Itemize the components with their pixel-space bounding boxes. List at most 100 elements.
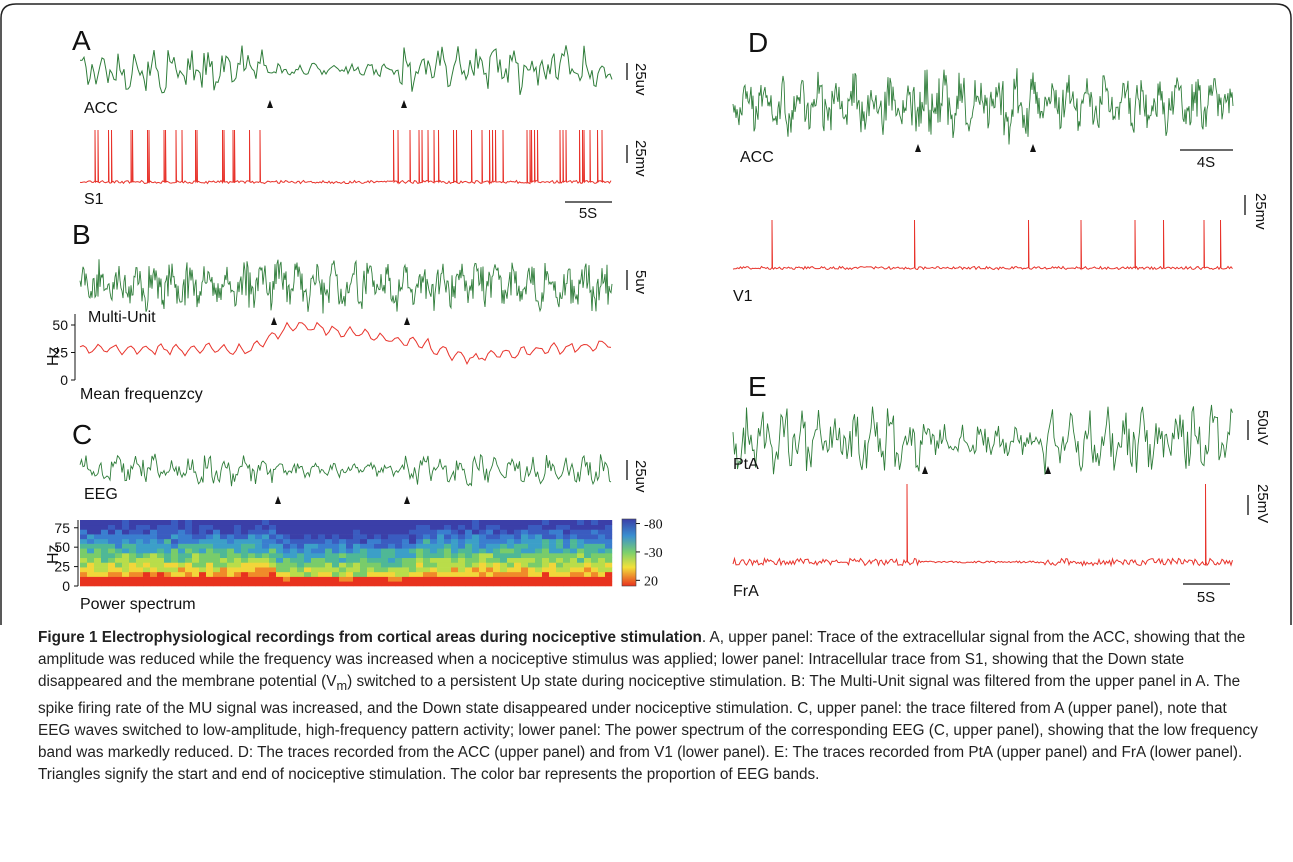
- spectrogram-cell: [444, 557, 452, 563]
- spectrogram-cell: [283, 548, 291, 554]
- spectrogram-cell: [493, 529, 501, 535]
- spectrogram-cell: [465, 562, 473, 568]
- spectrogram-cell: [388, 576, 396, 582]
- spectrogram-cell: [521, 548, 529, 554]
- spectrogram-cell: [556, 557, 564, 563]
- trace-label: EEG: [84, 486, 118, 503]
- spectrogram-cell: [395, 567, 403, 573]
- spectrogram-cell: [304, 581, 312, 587]
- spectrogram-cell: [332, 524, 340, 530]
- spectrogram-cell: [143, 520, 151, 526]
- spectrogram-cell: [115, 529, 123, 535]
- spectrogram-cell: [514, 557, 522, 563]
- spectrogram-cell: [192, 538, 200, 544]
- spectrogram-cell: [542, 567, 550, 573]
- spectrogram-cell: [381, 571, 389, 577]
- spectrogram-cell: [248, 571, 256, 577]
- spectrogram-cell: [108, 534, 116, 540]
- spectrogram-cell: [227, 548, 235, 554]
- spectrogram-cell: [87, 571, 95, 577]
- spectrogram-cell: [283, 543, 291, 549]
- spectrogram-cell: [290, 581, 298, 587]
- spectrogram-cell: [227, 553, 235, 559]
- spectrogram-cell: [192, 562, 200, 568]
- spectrogram-cell: [472, 529, 480, 535]
- spectrogram-cell: [150, 520, 158, 526]
- spectrogram-cell: [563, 548, 571, 554]
- spectrogram-cell: [486, 576, 494, 582]
- spectrogram-cell: [430, 553, 438, 559]
- spectrogram-cell: [507, 571, 515, 577]
- spectrogram-cell: [374, 581, 382, 587]
- trace: [732, 483, 1233, 568]
- spectrogram-cell: [234, 538, 242, 544]
- spectrogram-cell: [535, 538, 543, 544]
- spectrogram-cell: [458, 562, 466, 568]
- spectrogram-cell: [143, 567, 151, 573]
- spectrogram-cell: [472, 557, 480, 563]
- spectrogram-cell: [549, 538, 557, 544]
- spectrogram-cell: [255, 548, 263, 554]
- spectrogram-cell: [185, 557, 193, 563]
- spectrogram-cell: [157, 520, 165, 526]
- spectrogram-cell: [115, 524, 123, 530]
- caption-text: . A, upper panel: Trace of the extracell…: [38, 629, 1246, 691]
- spectrogram-cell: [472, 543, 480, 549]
- spectrogram-cell: [521, 520, 529, 526]
- spectrogram-cell: [262, 557, 270, 563]
- spectrogram-cell: [206, 529, 214, 535]
- spectrogram-cell: [122, 529, 130, 535]
- spectrogram-cell: [276, 567, 284, 573]
- spectrogram-cell: [101, 520, 109, 526]
- spectrogram-cell: [570, 553, 578, 559]
- spectrogram-cell: [472, 571, 480, 577]
- spectrogram-cell: [409, 529, 417, 535]
- spectrogram-cell: [129, 576, 137, 582]
- spectrogram-cell: [213, 581, 221, 587]
- spectrogram-cell: [248, 576, 256, 582]
- spectrogram-cell: [108, 581, 116, 587]
- spectrogram-cell: [325, 562, 333, 568]
- spectrogram-cell: [598, 520, 606, 526]
- spectrogram-cell: [157, 538, 165, 544]
- spectrogram-cell: [318, 567, 326, 573]
- spectrogram-cell: [395, 524, 403, 530]
- spectrogram-cell: [486, 538, 494, 544]
- spectrogram-cell: [528, 520, 536, 526]
- spectrogram-cell: [241, 567, 249, 573]
- spectrogram-cell: [493, 553, 501, 559]
- spectrogram-cell: [234, 571, 242, 577]
- spectrogram-cell: [528, 524, 536, 530]
- spectrogram-cell: [563, 543, 571, 549]
- spectrogram-cell: [353, 553, 361, 559]
- spectrogram-cell: [416, 538, 424, 544]
- spectrogram-cell: [143, 543, 151, 549]
- spectrogram-cell: [556, 562, 564, 568]
- spectrogram-cell: [185, 576, 193, 582]
- y-tick-label: 25: [52, 345, 68, 361]
- spectrogram-cell: [500, 524, 508, 530]
- spectrogram-cell: [500, 548, 508, 554]
- spectrogram-cell: [367, 576, 375, 582]
- spectrogram-cell: [577, 534, 585, 540]
- spectrogram-cell: [535, 520, 543, 526]
- spectrogram-cell: [388, 524, 396, 530]
- spectrogram-cell: [276, 548, 284, 554]
- spectrogram-cell: [304, 571, 312, 577]
- spectrogram-cell: [101, 543, 109, 549]
- spectrogram-cell: [297, 548, 305, 554]
- spectrogram-cell: [171, 581, 179, 587]
- spectrogram-cell: [451, 562, 459, 568]
- spectrogram-cell: [206, 576, 214, 582]
- spectrogram-cell: [367, 557, 375, 563]
- spectrogram-cell: [409, 548, 417, 554]
- spectrogram-cell: [241, 534, 249, 540]
- spectrogram-cell: [360, 543, 368, 549]
- spectrogram-cell: [507, 529, 515, 535]
- spectrogram-cell: [549, 567, 557, 573]
- spectrogram-cell: [241, 520, 249, 526]
- spectrogram-cell: [451, 524, 459, 530]
- spectrogram-cell: [563, 524, 571, 530]
- spectrogram-cell: [591, 548, 599, 554]
- spectrogram-cell: [542, 557, 550, 563]
